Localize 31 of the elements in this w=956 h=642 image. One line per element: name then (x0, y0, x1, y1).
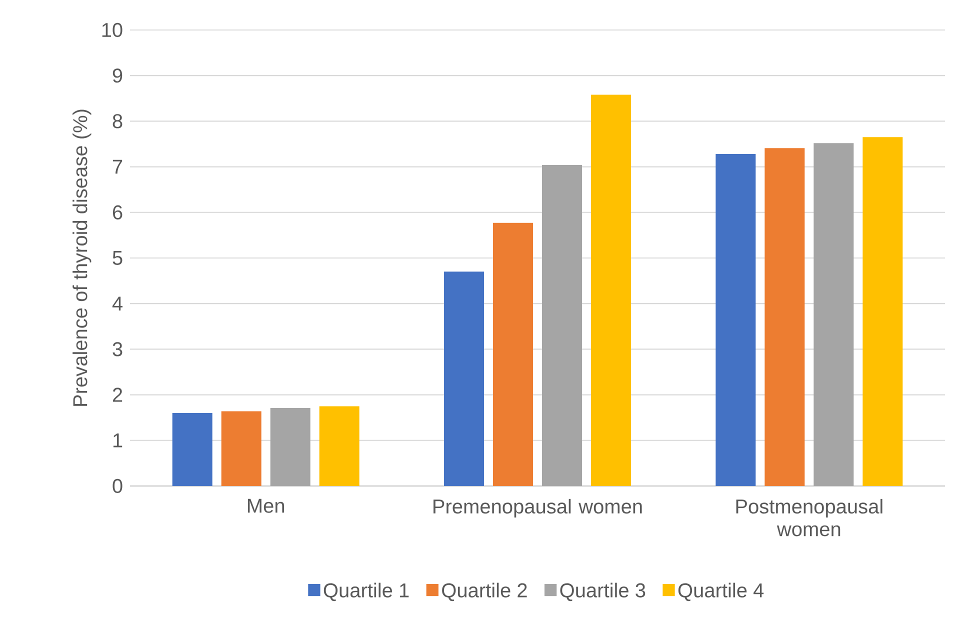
y-tick-label: 4 (112, 296, 122, 310)
bar (542, 164, 582, 486)
y-axis-title: Prevalence of thyroid disease (%) (72, 110, 92, 406)
bar (444, 272, 484, 486)
bar (814, 143, 854, 486)
y-tick-label: 0 (112, 478, 122, 494)
y-tick-label: 9 (112, 68, 122, 83)
legend-label: Quartile 3 (560, 582, 646, 602)
legend-label: Quartile 4 (678, 582, 764, 602)
bar (493, 222, 534, 486)
y-tick-label: 3 (112, 342, 122, 356)
y-tick-label: 7 (112, 160, 122, 174)
y-tick-label: 8 (112, 114, 122, 128)
bar (764, 148, 805, 486)
x-tick-label: Postmenopausal women (736, 498, 882, 536)
bar (716, 154, 756, 486)
bar (172, 413, 212, 486)
bar (270, 408, 310, 486)
y-tick-label: 6 (112, 205, 122, 220)
y-tick-label: 1 (113, 434, 122, 448)
x-tick-label: Men (248, 498, 284, 513)
y-tick-label: 10 (102, 22, 122, 38)
bar (319, 406, 360, 486)
bar (591, 94, 632, 486)
y-tick-label: 2 (112, 388, 122, 402)
bar (862, 137, 903, 486)
bar (221, 411, 262, 486)
legend-label: Quartile 2 (442, 582, 527, 602)
legend-label: Quartile 1 (324, 582, 409, 602)
x-tick-label: Premenopausal women (434, 498, 642, 518)
y-tick-label: 5 (112, 251, 122, 265)
